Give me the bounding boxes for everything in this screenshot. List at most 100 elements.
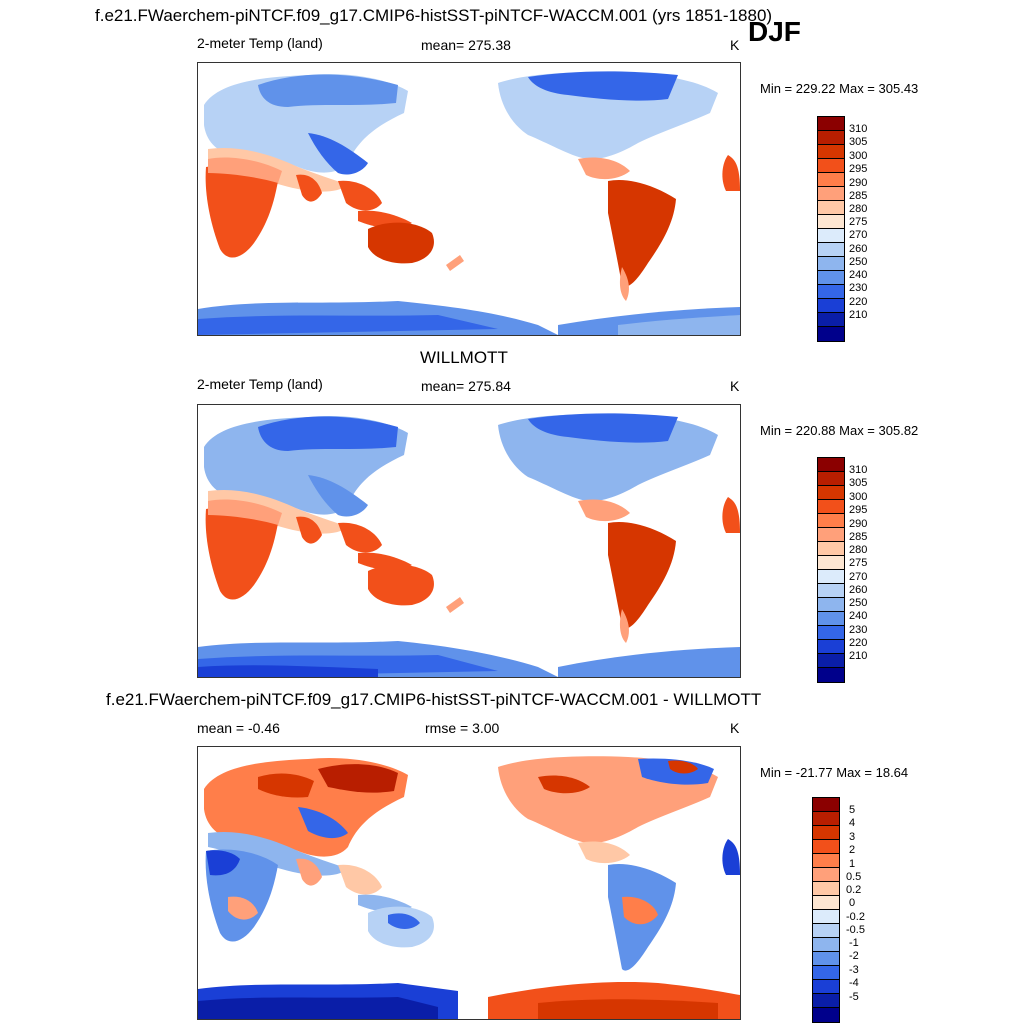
panel1-map-canvas	[198, 71, 740, 335]
panel3-colorbar-label: -5	[849, 991, 859, 1003]
panel1-colorbar-label: 270	[849, 229, 868, 241]
panel2-colorbar-swatch	[818, 556, 844, 570]
panel1-colorbar-label: 310	[849, 123, 868, 135]
panel3-colorbar	[812, 797, 840, 1023]
panel3-colorbar-swatch	[813, 882, 839, 896]
panel3-colorbar-label: -1	[849, 937, 859, 949]
panel3-colorbar-swatch	[813, 1008, 839, 1022]
panel2-colorbar-swatch	[818, 570, 844, 584]
panel1-colorbar-label: 230	[849, 282, 868, 294]
panel2-colorbar-swatch	[818, 486, 844, 500]
panel2-colorbar-swatch	[818, 500, 844, 514]
panel2-colorbar-label: 270	[849, 571, 868, 583]
panel2-colorbar-swatch	[818, 598, 844, 612]
panel3-colorbar-label: 1	[849, 858, 856, 870]
panel1-colorbar-label: 290	[849, 177, 868, 189]
panel3-colorbar-label: -3	[849, 964, 859, 976]
panel2-variable-label: 2-meter Temp (land)	[197, 376, 323, 392]
panel3-colorbar-label: 5	[849, 804, 856, 816]
panel2-colorbar-label: 230	[849, 624, 868, 636]
panel2-colorbar-swatch	[818, 640, 844, 654]
panel3-colorbar-swatch	[813, 896, 839, 910]
panel3-mean-label: mean = -0.46	[197, 720, 280, 736]
panel1-colorbar-label: 300	[849, 150, 868, 162]
panel3-colorbar-label: -2	[849, 950, 859, 962]
panel1-colorbar-swatch	[818, 285, 844, 299]
panel2-colorbar-swatch	[818, 514, 844, 528]
panel3-colorbar-swatch	[813, 938, 839, 952]
panel1-mean-label: mean= 275.38	[421, 37, 511, 53]
panel3-units-label: K	[730, 720, 740, 736]
panel3-title: f.e21.FWaerchem-piNTCF.f09_g17.CMIP6-his…	[106, 690, 762, 709]
panel1-colorbar-label: 250	[849, 256, 868, 268]
panel1-colorbar-label: 220	[849, 296, 868, 308]
panel3-colorbar-swatch	[813, 812, 839, 826]
panel1-colorbar-swatch	[818, 229, 844, 243]
panel1-colorbar-label: 305	[849, 136, 868, 148]
panel2-colorbar-label: 250	[849, 597, 868, 609]
panel1-colorbar-swatch	[818, 145, 844, 159]
panel3-colorbar-swatch	[813, 840, 839, 854]
panel2-colorbar-label: 240	[849, 610, 868, 622]
panel2-colorbar-label: 305	[849, 477, 868, 489]
panel3-colorbar-swatch	[813, 952, 839, 966]
panel2-colorbar-swatch	[818, 584, 844, 598]
panel1-colorbar-label: 210	[849, 309, 868, 321]
panel1-colorbar-swatch	[818, 299, 844, 313]
panel2-title: WILLMOTT	[420, 348, 508, 367]
panel2-colorbar-swatch	[818, 668, 844, 682]
panel3-colorbar-swatch	[813, 868, 839, 882]
panel3-colorbar-swatch	[813, 966, 839, 980]
panel1-colorbar-swatch	[818, 215, 844, 229]
panel3-colorbar-label: 0.5	[846, 871, 862, 883]
panel2-colorbar	[817, 457, 845, 683]
season-label: DJF	[748, 16, 801, 47]
panel2-colorbar-swatch	[818, 654, 844, 668]
panel2-minmax: Min = 220.88 Max = 305.82	[760, 423, 919, 438]
panel2-colorbar-swatch	[818, 542, 844, 556]
panel3-colorbar-swatch	[813, 826, 839, 840]
panel1-map	[197, 62, 741, 336]
panel1-colorbar-swatch	[818, 187, 844, 201]
panel3-colorbar-label: 4	[849, 817, 856, 829]
panel1-colorbar-swatch	[818, 327, 844, 341]
panel1-colorbar-swatch	[818, 243, 844, 257]
panel3-colorbar-label: -4	[849, 977, 859, 989]
panel1-units-label: K	[730, 37, 740, 53]
panel1-colorbar-swatch	[818, 271, 844, 285]
panel1-colorbar-label: 275	[849, 216, 868, 228]
panel3-colorbar-label: 2	[849, 844, 856, 856]
panel3-colorbar-label: 0	[849, 897, 856, 909]
panel1-colorbar-swatch	[818, 117, 844, 131]
panel1-colorbar-swatch	[818, 159, 844, 173]
panel2-colorbar-swatch	[818, 472, 844, 486]
panel3-colorbar-label: 3	[849, 831, 856, 843]
panel2-colorbar-label: 260	[849, 584, 868, 596]
panel1-title: f.e21.FWaerchem-piNTCF.f09_g17.CMIP6-his…	[95, 6, 773, 25]
panel2-colorbar-label: 310	[849, 464, 868, 476]
panel3-colorbar-swatch	[813, 994, 839, 1008]
panel3-colorbar-swatch	[813, 798, 839, 812]
panel3-rmse-label: rmse = 3.00	[425, 720, 500, 736]
panel2-map-canvas	[198, 413, 740, 677]
panel2-map	[197, 404, 741, 678]
panel1-colorbar-label: 295	[849, 163, 868, 175]
panel1-colorbar-label: 280	[849, 203, 868, 215]
panel2-colorbar-label: 285	[849, 531, 868, 543]
panel2-colorbar-label: 210	[849, 650, 868, 662]
panel3-colorbar-label: -0.5	[846, 924, 865, 936]
panel1-colorbar-label: 240	[849, 269, 868, 281]
panel2-colorbar-swatch	[818, 458, 844, 472]
panel1-minmax: Min = 229.22 Max = 305.43	[760, 81, 919, 96]
panel2-colorbar-label: 290	[849, 518, 868, 530]
panel1-colorbar-swatch	[818, 173, 844, 187]
panel3-colorbar-label: -0.2	[846, 911, 865, 923]
panel2-colorbar-swatch	[818, 626, 844, 640]
panel3-map-canvas	[198, 756, 740, 1019]
panel2-colorbar-label: 295	[849, 504, 868, 516]
panel3-colorbar-swatch	[813, 980, 839, 994]
panel2-colorbar-label: 275	[849, 557, 868, 569]
panel2-colorbar-swatch	[818, 528, 844, 542]
panel3-colorbar-swatch	[813, 854, 839, 868]
panel1-variable-label: 2-meter Temp (land)	[197, 35, 323, 51]
